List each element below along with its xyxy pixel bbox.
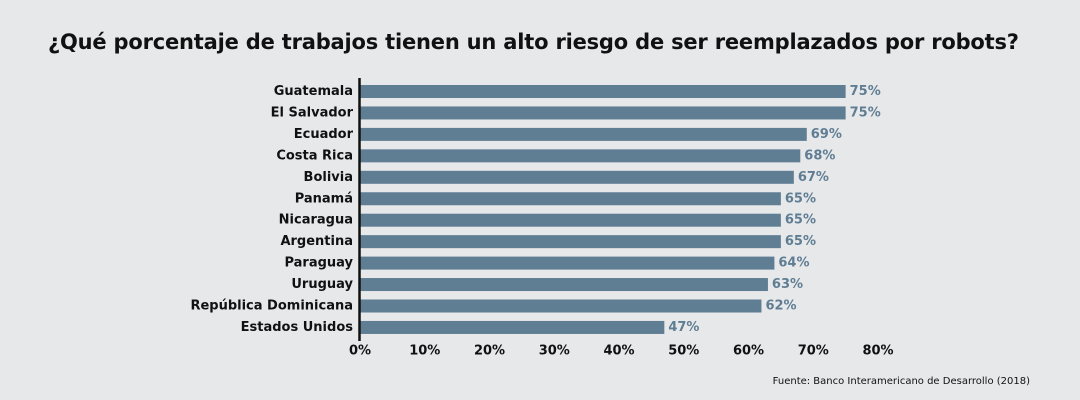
- bar-10: [360, 299, 762, 313]
- x-tick-label: 80%: [862, 344, 893, 359]
- category-label: Ecuador: [294, 127, 354, 142]
- bar-11: [360, 320, 665, 334]
- category-label: Paraguay: [284, 256, 353, 271]
- source-note: Fuente: Banco Interamericano de Desarrol…: [772, 376, 1030, 387]
- bar-7: [360, 235, 781, 249]
- value-label: 62%: [765, 299, 796, 314]
- value-label: 75%: [850, 105, 881, 120]
- category-label: Panamá: [295, 191, 353, 206]
- value-label: 63%: [772, 277, 803, 292]
- value-label: 67%: [798, 170, 829, 185]
- value-label: 69%: [811, 127, 842, 142]
- bar-5: [360, 192, 781, 206]
- bar-8: [360, 256, 775, 270]
- x-tick-label: 20%: [474, 344, 505, 359]
- category-label: Guatemala: [274, 84, 353, 99]
- value-labels: 75% 75% 69% 68% 67% 65% 65% 65% 64% 63% 62% 47%: [668, 84, 880, 335]
- x-tick-label: 0%: [349, 344, 371, 359]
- bar-2: [360, 127, 807, 141]
- x-tick-label: 10%: [409, 344, 440, 359]
- category-label: El Salvador: [271, 105, 354, 120]
- bar-9: [360, 278, 768, 292]
- bar-4: [360, 170, 794, 184]
- value-label: 68%: [804, 148, 835, 163]
- value-label: 64%: [778, 256, 809, 271]
- x-tick-label: 70%: [798, 344, 829, 359]
- chart-title: ¿Qué porcentaje de trabajos tienen un al…: [48, 30, 1019, 54]
- value-label: 65%: [785, 234, 816, 249]
- x-tick-label: 30%: [539, 344, 570, 359]
- bars-group: [360, 85, 846, 334]
- x-tick-label: 40%: [603, 344, 634, 359]
- category-label: República Dominicana: [190, 299, 353, 314]
- category-labels: Guatemala El Salvador Ecuador Costa Rica Bol…: [190, 84, 353, 335]
- category-label: Costa Rica: [276, 148, 353, 163]
- value-label: 47%: [668, 320, 699, 335]
- bar-1: [360, 106, 846, 120]
- value-label: 65%: [785, 213, 816, 228]
- category-label: Bolivia: [304, 170, 353, 185]
- category-label: Uruguay: [291, 277, 353, 292]
- category-label: Estados Unidos: [241, 320, 354, 335]
- x-tick-label: 50%: [668, 344, 699, 359]
- bar-0: [360, 85, 846, 98]
- x-tick-label: 60%: [733, 344, 764, 359]
- value-label: 75%: [850, 84, 881, 99]
- bar-3: [360, 149, 801, 163]
- bar-6: [360, 213, 781, 227]
- category-label: Nicaragua: [279, 213, 353, 228]
- value-label: 65%: [785, 191, 816, 206]
- category-label: Argentina: [280, 234, 353, 249]
- x-tick-labels: 0% 10% 20% 30% 40% 50% 60% 70% 80%: [349, 344, 894, 359]
